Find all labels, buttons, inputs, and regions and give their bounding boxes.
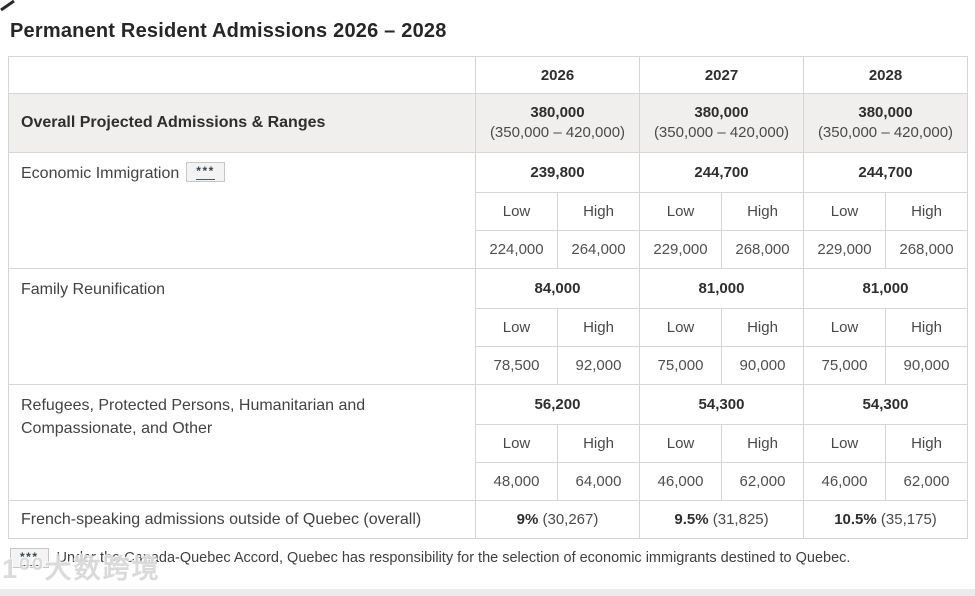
empty-corner-cell	[8, 56, 476, 94]
family-high-2028: 90,000	[885, 346, 968, 385]
overall-cell-2027: 380,000 (350,000 – 420,000)	[639, 93, 804, 153]
asterisks-icon: ***	[20, 550, 39, 566]
french-percent: 9%	[516, 511, 539, 528]
family-low-2028: 75,000	[803, 346, 886, 385]
refugees-low-2028: 46,000	[803, 462, 886, 501]
refugees-lowhigh-header-row: Low High Low High Low High	[9, 424, 968, 463]
refugees-low-2026: 48,000	[475, 462, 558, 501]
high-header: High	[557, 424, 640, 463]
family-total-row: Family Reunification 84,000 81,000 81,00…	[8, 268, 968, 385]
overall-value: 380,000	[694, 104, 749, 121]
high-header: High	[721, 424, 804, 463]
year-header-2026: 2026	[475, 56, 640, 94]
refugees-low-2027: 46,000	[639, 462, 722, 501]
refugees-high-2027: 62,000	[721, 462, 804, 501]
economic-high-2026: 264,000	[557, 230, 640, 269]
refugees-total-2027: 54,300	[639, 384, 804, 425]
low-header: Low	[475, 308, 558, 347]
economic-footnote-marker-button[interactable]: ***	[186, 162, 225, 182]
french-cell-2027: 9.5% (31,825)	[639, 500, 804, 539]
refugees-high-2026: 64,000	[557, 462, 640, 501]
low-header: Low	[803, 424, 886, 463]
high-header: High	[557, 308, 640, 347]
overall-cell-2028: 380,000 (350,000 – 420,000)	[803, 93, 968, 153]
refugees-total-row: Refugees, Protected Persons, Humanitaria…	[8, 384, 968, 501]
page: Permanent Resident Admissions 2026 – 202…	[0, 0, 968, 568]
high-header: High	[721, 308, 804, 347]
french-count: (30,267)	[542, 511, 599, 528]
asterisks-icon: ***	[196, 164, 215, 180]
refugees-label: Refugees, Protected Persons, Humanitaria…	[21, 397, 366, 437]
economic-total-row: Economic Immigration *** 239,800 244,700 …	[8, 152, 968, 269]
low-header: Low	[475, 424, 558, 463]
economic-total-2027: 244,700	[639, 152, 804, 193]
economic-values-row: 224,000 264,000 229,000 268,000 229,000 …	[9, 230, 968, 269]
year-header-2028: 2028	[803, 56, 968, 94]
family-high-2026: 92,000	[557, 346, 640, 385]
family-lowhigh-header-row: Low High Low High Low High	[9, 308, 968, 347]
french-percent: 9.5%	[674, 511, 709, 528]
economic-label: Economic Immigration	[21, 165, 180, 182]
high-header: High	[885, 192, 968, 231]
high-header: High	[557, 192, 640, 231]
family-high-2027: 90,000	[721, 346, 804, 385]
year-header-row: 2026 2027 2028	[8, 56, 968, 94]
footnote: *** Under the Canada-Quebec Accord, Queb…	[10, 548, 967, 568]
low-header: Low	[639, 308, 722, 347]
economic-low-2028: 229,000	[803, 230, 886, 269]
low-header: Low	[639, 192, 722, 231]
french-row: French-speaking admissions outside of Qu…	[8, 500, 968, 539]
overall-value: 380,000	[530, 104, 585, 121]
high-header: High	[885, 308, 968, 347]
overall-range: (350,000 – 420,000)	[653, 124, 790, 141]
page-title: Permanent Resident Admissions 2026 – 202…	[10, 20, 447, 42]
overall-range: (350,000 – 420,000)	[489, 124, 626, 141]
french-count: (31,825)	[712, 511, 769, 528]
economic-lowhigh-header-row: Low High Low High Low High	[9, 192, 968, 231]
economic-total-2026: 239,800	[475, 152, 640, 193]
refugees-values-row: 48,000 64,000 46,000 62,000 46,000 62,00…	[9, 462, 968, 501]
economic-low-2027: 229,000	[639, 230, 722, 269]
french-cell-2026: 9% (30,267)	[475, 500, 640, 539]
family-total-2027: 81,000	[639, 268, 804, 309]
low-header: Low	[475, 192, 558, 231]
refugees-total-2028: 54,300	[803, 384, 968, 425]
family-total-2026: 84,000	[475, 268, 640, 309]
year-header-2027: 2027	[639, 56, 804, 94]
family-label-cell: Family Reunification	[8, 268, 476, 385]
family-low-2027: 75,000	[639, 346, 722, 385]
high-header: High	[721, 192, 804, 231]
economic-high-2027: 268,000	[721, 230, 804, 269]
overall-label: Overall Projected Admissions & Ranges	[8, 93, 476, 153]
refugees-high-2028: 62,000	[885, 462, 968, 501]
economic-high-2028: 268,000	[885, 230, 968, 269]
overall-value: 380,000	[858, 104, 913, 121]
family-low-2026: 78,500	[475, 346, 558, 385]
refugees-total-2026: 56,200	[475, 384, 640, 425]
economic-low-2026: 224,000	[475, 230, 558, 269]
french-percent: 10.5%	[834, 511, 877, 528]
french-cell-2028: 10.5% (35,175)	[803, 500, 968, 539]
refugees-label-cell: Refugees, Protected Persons, Humanitaria…	[8, 384, 476, 501]
family-values-row: 78,500 92,000 75,000 90,000 75,000 90,00…	[9, 346, 968, 385]
footnote-text: Under the Canada-Quebec Accord, Quebec h…	[56, 550, 851, 566]
low-header: Low	[639, 424, 722, 463]
bottom-band	[0, 589, 975, 596]
low-header: Low	[803, 192, 886, 231]
french-count: (35,175)	[880, 511, 937, 528]
economic-total-2028: 244,700	[803, 152, 968, 193]
family-total-2028: 81,000	[803, 268, 968, 309]
corner-mark	[0, 0, 15, 11]
economic-label-cell: Economic Immigration ***	[8, 152, 476, 269]
overall-cell-2026: 380,000 (350,000 – 420,000)	[475, 93, 640, 153]
footnote-marker-button[interactable]: ***	[10, 548, 49, 568]
family-label: Family Reunification	[21, 281, 166, 298]
admissions-table: 2026 2027 2028 Overall Projected Admissi…	[8, 56, 968, 539]
overall-range: (350,000 – 420,000)	[817, 124, 954, 141]
low-header: Low	[803, 308, 886, 347]
high-header: High	[885, 424, 968, 463]
french-label: French-speaking admissions outside of Qu…	[8, 500, 476, 539]
overall-row: Overall Projected Admissions & Ranges 38…	[8, 93, 968, 153]
